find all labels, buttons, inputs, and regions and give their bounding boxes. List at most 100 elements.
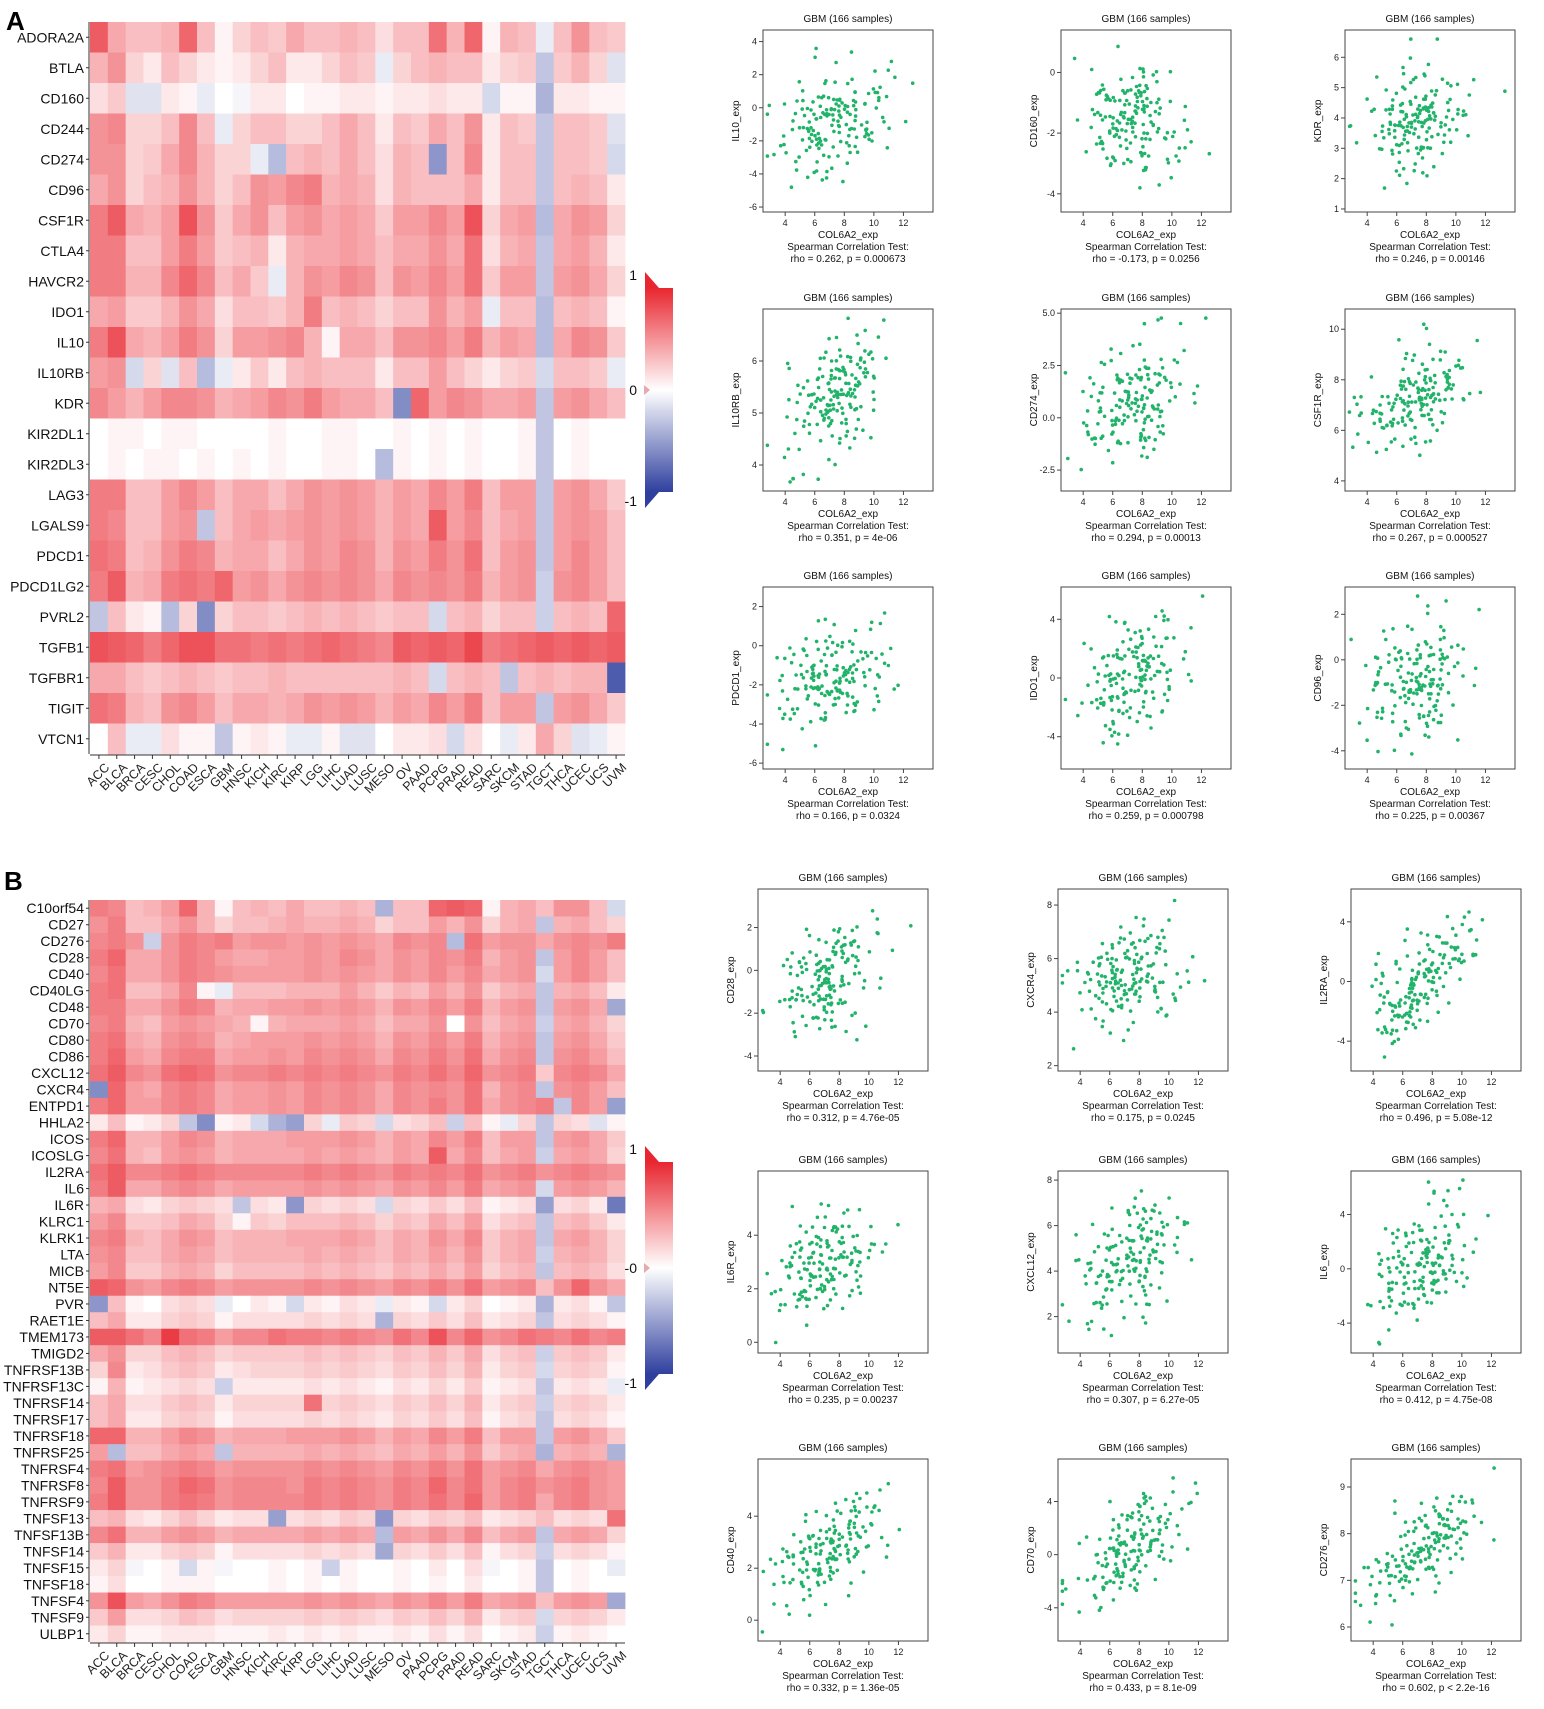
heatmap-cell [428, 1427, 448, 1445]
scatter-point [1173, 395, 1178, 399]
heatmap-cell [393, 449, 412, 480]
scatter-point [1460, 922, 1465, 927]
scatter-point [844, 1029, 848, 1034]
heatmap-cell [375, 1262, 394, 1280]
heatmap-cell [553, 1427, 572, 1445]
heatmap-cell [321, 1279, 341, 1297]
heatmap-cell [571, 418, 590, 450]
heatmap-cell [482, 1378, 501, 1396]
heatmap-cell [446, 113, 465, 145]
scatter-point [796, 1298, 800, 1302]
heatmap-cell [214, 662, 234, 694]
scatter-point [1175, 1250, 1179, 1255]
heatmap-cell [518, 1394, 537, 1412]
scatter-point [1136, 404, 1141, 409]
scatter-point [845, 703, 850, 707]
heatmap-cell [286, 479, 305, 511]
scatter-point [1158, 941, 1162, 946]
scatter-point [1192, 391, 1196, 396]
heatmap-cell [446, 1279, 465, 1297]
scatter-x-tick-label: 10 [1167, 218, 1177, 228]
heatmap-cell [411, 1163, 430, 1181]
scatter-point [1072, 56, 1077, 61]
heatmap-cell [482, 1015, 501, 1033]
heatmap-cell [553, 205, 572, 236]
heatmap-cell [90, 916, 109, 934]
heatmap-cell [500, 1625, 519, 1643]
scatter-point [1150, 976, 1155, 980]
scatter-point [1390, 711, 1395, 716]
scatter-point [1402, 686, 1406, 691]
heatmap-cell [500, 932, 519, 950]
heatmap-cell [500, 1477, 519, 1494]
scatter-point [844, 434, 848, 438]
scatter-point [807, 1261, 811, 1265]
heatmap-cell [411, 1394, 430, 1412]
scatter-point [1126, 440, 1130, 445]
heatmap-cell [428, 723, 448, 755]
heatmap-cell [553, 632, 572, 663]
heatmap-cell [375, 418, 394, 450]
heatmap-cell [446, 1411, 465, 1429]
heatmap-cell [446, 510, 465, 541]
scatter-y-tick-label: 0 [1334, 655, 1339, 665]
heatmap-cell [428, 1394, 448, 1412]
heatmap-cell [393, 510, 412, 541]
scatter-point [837, 681, 842, 685]
heatmap-cell [304, 327, 323, 358]
scatter-point [1086, 430, 1090, 434]
heatmap-cell [214, 571, 234, 602]
scatter-point [1128, 376, 1132, 380]
scatter-point [869, 435, 873, 440]
scatter-point [1142, 89, 1147, 94]
scatter-point [1117, 1282, 1122, 1287]
heatmap-cell [339, 632, 358, 663]
scatter-point [1396, 421, 1400, 425]
scatter-point [1115, 648, 1120, 652]
scatter-point [1429, 408, 1434, 412]
heatmap-cell [90, 479, 109, 511]
heatmap-cell [286, 174, 305, 206]
heatmap-cell [232, 1328, 251, 1346]
heatmap-cell [553, 357, 572, 389]
scatter-point [854, 427, 859, 431]
heatmap-cell [107, 571, 127, 602]
heatmap-cell [179, 1163, 198, 1181]
scatter-test-label: Spearman Correlation Test: [1369, 799, 1491, 810]
heatmap-cell [197, 1526, 216, 1544]
scatter-point [805, 106, 810, 111]
heatmap-cell [339, 1180, 358, 1198]
heatmap-cell [304, 1279, 323, 1297]
heatmap-cell [268, 113, 287, 145]
heatmap-cell [197, 1064, 216, 1082]
scatter-point [1156, 654, 1161, 658]
scatter-point [827, 980, 831, 985]
scatter-point [849, 394, 853, 398]
scatter-point [1113, 972, 1117, 977]
heatmap-cell [428, 1279, 448, 1297]
heatmap-cell [339, 965, 358, 983]
heatmap-cell [268, 388, 287, 419]
scatter-point [1411, 77, 1416, 82]
heatmap-row-label: TNFSF15 [23, 1560, 84, 1576]
heatmap-cell [571, 510, 590, 541]
scatter-pdcd1-exp: GBM (166 samples)4 6 8 10 12-6-4-202COL6A2_e… [731, 571, 934, 822]
heatmap-cell [553, 982, 572, 1000]
heatmap-cell [500, 571, 519, 602]
scatter-point [1136, 375, 1140, 380]
heatmap-cell [589, 205, 608, 236]
scatter-point [1426, 996, 1430, 1000]
scatter-point [856, 945, 861, 949]
scatter-point [1410, 976, 1414, 981]
scatter-point [790, 951, 794, 955]
scatter-point [1128, 931, 1133, 935]
scatter-point [1385, 990, 1390, 995]
heatmap-cell [90, 205, 109, 236]
scatter-point [1136, 645, 1140, 650]
scatter-point [1440, 961, 1445, 966]
scatter-point [857, 382, 862, 386]
heatmap-cell [464, 998, 483, 1016]
heatmap-cell [268, 1361, 287, 1379]
scatter-point [1455, 82, 1460, 87]
scatter-point [804, 967, 809, 972]
